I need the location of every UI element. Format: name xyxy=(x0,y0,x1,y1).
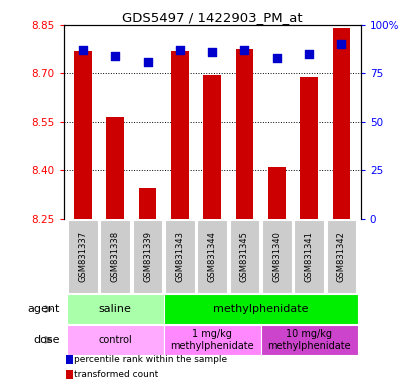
Point xyxy=(79,47,86,53)
Point xyxy=(208,49,215,55)
Point xyxy=(337,41,344,47)
Text: GSM831338: GSM831338 xyxy=(110,231,119,282)
Bar xyxy=(203,75,220,219)
Bar xyxy=(106,117,124,219)
Text: GSM831343: GSM831343 xyxy=(175,231,184,282)
Point xyxy=(273,55,279,61)
Text: dose: dose xyxy=(33,335,59,345)
Bar xyxy=(235,49,253,219)
Text: percentile rank within the sample: percentile rank within the sample xyxy=(74,355,226,364)
Text: control: control xyxy=(98,335,132,345)
Text: saline: saline xyxy=(99,304,131,314)
FancyBboxPatch shape xyxy=(164,220,194,293)
Bar xyxy=(332,28,349,219)
Text: GSM831344: GSM831344 xyxy=(207,231,216,282)
Point xyxy=(240,47,247,53)
Text: GSM831345: GSM831345 xyxy=(239,231,248,282)
Text: GSM831340: GSM831340 xyxy=(272,231,281,282)
Text: 10 mg/kg
methylphenidate: 10 mg/kg methylphenidate xyxy=(267,329,350,351)
FancyBboxPatch shape xyxy=(163,295,357,324)
Point xyxy=(112,53,118,59)
Text: GSM831341: GSM831341 xyxy=(304,231,313,282)
FancyBboxPatch shape xyxy=(294,220,323,293)
Bar xyxy=(171,51,188,219)
FancyBboxPatch shape xyxy=(229,220,259,293)
Text: GSM831337: GSM831337 xyxy=(78,231,87,282)
Text: agent: agent xyxy=(27,304,59,314)
Text: transformed count: transformed count xyxy=(74,370,157,379)
Point xyxy=(305,51,312,57)
Text: GSM831339: GSM831339 xyxy=(143,231,152,282)
FancyBboxPatch shape xyxy=(260,325,357,354)
FancyBboxPatch shape xyxy=(326,220,355,293)
FancyBboxPatch shape xyxy=(261,220,291,293)
Point xyxy=(176,47,183,53)
FancyBboxPatch shape xyxy=(100,220,130,293)
FancyBboxPatch shape xyxy=(133,220,162,293)
FancyBboxPatch shape xyxy=(197,220,227,293)
FancyBboxPatch shape xyxy=(68,220,98,293)
Bar xyxy=(74,51,92,219)
Text: GSM831342: GSM831342 xyxy=(336,231,345,282)
FancyBboxPatch shape xyxy=(163,325,260,354)
Bar xyxy=(267,167,285,219)
Text: 1 mg/kg
methylphenidate: 1 mg/kg methylphenidate xyxy=(170,329,253,351)
Text: methylphenidate: methylphenidate xyxy=(212,304,308,314)
FancyBboxPatch shape xyxy=(67,295,163,324)
Point xyxy=(144,59,151,65)
Bar xyxy=(299,77,317,219)
FancyBboxPatch shape xyxy=(67,325,163,354)
Bar xyxy=(138,188,156,219)
Title: GDS5497 / 1422903_PM_at: GDS5497 / 1422903_PM_at xyxy=(121,11,302,24)
